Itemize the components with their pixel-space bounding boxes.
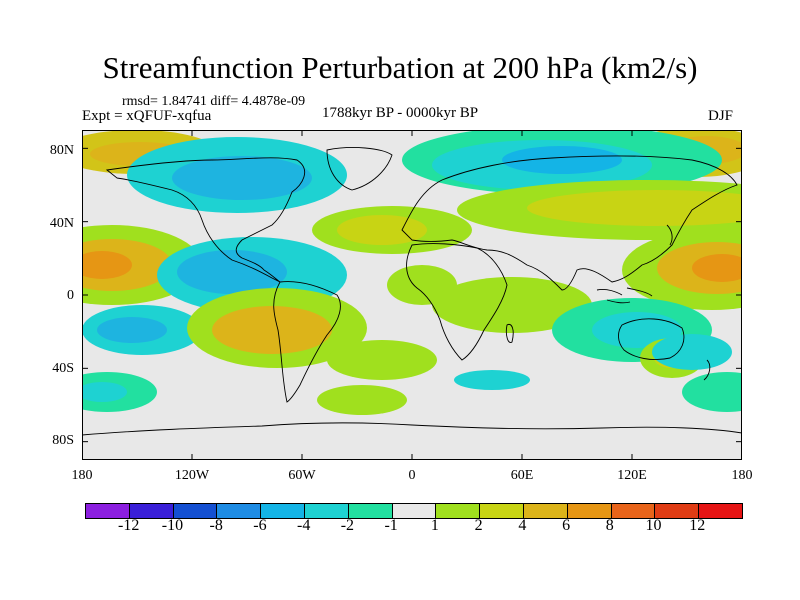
contour-positive-region	[327, 340, 437, 380]
map-svg	[81, 130, 743, 460]
colorbar-swatch	[86, 504, 130, 518]
colorbar-label: -12	[118, 517, 140, 534]
lat-label-80n: 80N	[49, 143, 74, 158]
colorbar-swatch	[173, 504, 218, 518]
colorbar-label: 10	[645, 517, 662, 534]
south-america-coastline	[273, 281, 341, 403]
colorbar-swatch	[436, 504, 481, 518]
contour-negative-region	[682, 372, 742, 412]
period-label: 1788kyr BP - 0000kyr BP	[322, 105, 479, 121]
contour-positive-region	[432, 277, 592, 333]
colorbar-label: -2	[340, 517, 355, 534]
colorbar-swatch	[392, 504, 437, 518]
lon-label-60w: 60W	[288, 468, 316, 483]
contour-positive-region	[692, 254, 742, 282]
africa-coastline	[406, 243, 508, 361]
lon-label-0: 0	[408, 468, 416, 483]
contour-positive-region	[337, 215, 427, 245]
colorbar-label: 6	[562, 517, 571, 534]
eurasia-coastline	[401, 155, 738, 291]
colorbar-label: -10	[161, 517, 184, 534]
colorbar-swatch	[129, 504, 174, 518]
north-america-coastline	[105, 157, 306, 283]
colorbar-swatch	[567, 504, 612, 518]
contour-negative-region	[82, 382, 127, 402]
colorbar-swatch	[304, 504, 349, 518]
lat-label-40s: 40S	[52, 361, 74, 376]
lon-label-60e: 60E	[510, 468, 534, 483]
indonesia-coastline	[596, 287, 653, 304]
contour-negative-region	[502, 146, 622, 174]
contour-negative-region	[172, 156, 312, 200]
colorbar-swatch	[523, 504, 568, 518]
lon-label-120w: 120W	[174, 468, 210, 483]
colorbar-label: 2	[474, 517, 483, 534]
colorbar-label: 12	[689, 517, 706, 534]
new-zealand-coastline	[703, 359, 711, 381]
colorbar-swatch	[655, 504, 700, 518]
contour-positive-region	[317, 385, 407, 415]
colorbar-label: -6	[253, 517, 267, 534]
season-label: DJF	[708, 108, 734, 124]
colorbar-label: -8	[209, 517, 223, 534]
lat-label-80s: 80S	[52, 433, 74, 448]
colorbar	[85, 503, 743, 519]
map-plot	[81, 130, 743, 460]
colorbar-label: 8	[605, 517, 614, 534]
lat-ticks	[82, 147, 742, 443]
colorbar-swatch	[217, 504, 262, 518]
contour-negative-region	[454, 370, 530, 390]
stats-label: rmsd= 1.84741 diff= 4.4878e-09	[122, 94, 306, 109]
colorbar-swatch	[699, 504, 742, 518]
madagascar-coastline	[505, 323, 514, 343]
antarctica-coastline	[82, 422, 742, 436]
contour-positive-region	[527, 190, 742, 226]
colorbar-label: 1	[430, 517, 439, 534]
greenland-coastline	[326, 147, 393, 191]
contour-positive-region	[212, 306, 332, 354]
lon-label-180w: 180	[71, 468, 93, 483]
colorbar-label: 4	[518, 517, 527, 534]
australia-coastline	[618, 318, 685, 361]
japan-coastline	[666, 224, 673, 246]
contour-negative-region	[97, 317, 167, 343]
colorbar-swatch	[261, 504, 305, 518]
lon-label-180e: 180	[731, 468, 753, 483]
chart-title: Streamfunction Perturbation at 200 hPa (…	[102, 50, 698, 85]
experiment-label: Expt = xQFUF-xqfua	[82, 108, 212, 124]
contour-negative-region	[592, 312, 682, 348]
colorbar-swatch	[480, 504, 524, 518]
coastlines	[82, 147, 742, 436]
lat-label-equator: 0	[67, 288, 74, 303]
colorbar-label: -1	[384, 517, 398, 534]
contour-negative-region	[177, 250, 287, 294]
lat-label-40n: 40N	[49, 216, 74, 231]
contour-positive-region	[82, 251, 132, 279]
lon-label-120e: 120E	[617, 468, 647, 483]
colorbar-label: -4	[296, 517, 311, 534]
colorbar-swatch	[348, 504, 393, 518]
colorbar-swatch	[611, 504, 656, 518]
contour-negative-region	[652, 334, 732, 370]
